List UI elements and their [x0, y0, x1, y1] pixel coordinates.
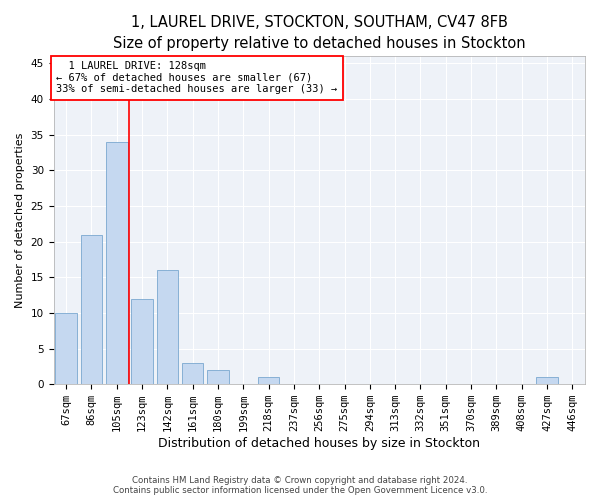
Bar — [536, 377, 558, 384]
Bar — [131, 298, 153, 384]
Bar — [207, 370, 229, 384]
Bar — [55, 313, 77, 384]
Bar — [157, 270, 178, 384]
X-axis label: Distribution of detached houses by size in Stockton: Distribution of detached houses by size … — [158, 437, 480, 450]
Bar — [106, 142, 128, 384]
Bar — [81, 234, 102, 384]
Text: 1 LAUREL DRIVE: 128sqm
← 67% of detached houses are smaller (67)
33% of semi-det: 1 LAUREL DRIVE: 128sqm ← 67% of detached… — [56, 62, 337, 94]
Bar — [258, 377, 280, 384]
Bar — [182, 363, 203, 384]
Title: 1, LAUREL DRIVE, STOCKTON, SOUTHAM, CV47 8FB
Size of property relative to detach: 1, LAUREL DRIVE, STOCKTON, SOUTHAM, CV47… — [113, 15, 526, 51]
Text: Contains HM Land Registry data © Crown copyright and database right 2024.
Contai: Contains HM Land Registry data © Crown c… — [113, 476, 487, 495]
Y-axis label: Number of detached properties: Number of detached properties — [15, 132, 25, 308]
